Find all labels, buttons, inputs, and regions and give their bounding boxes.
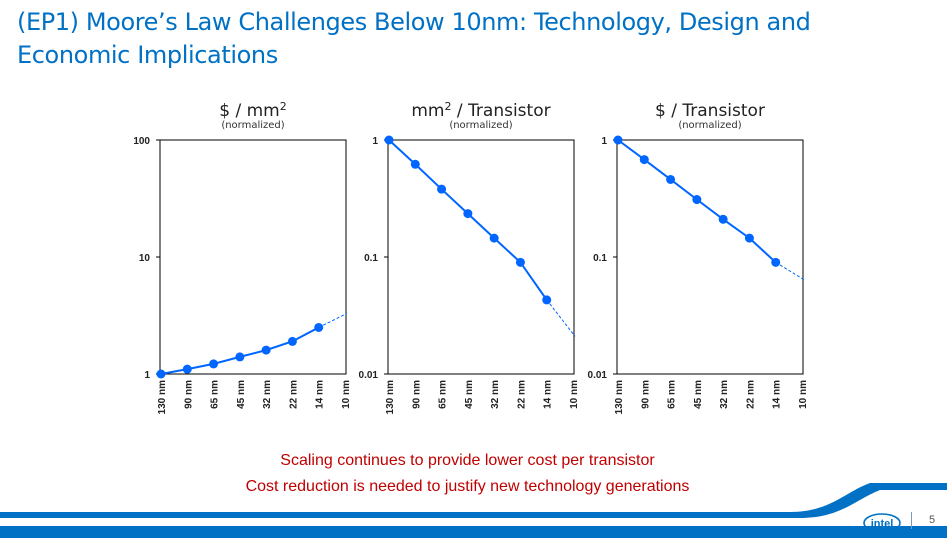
x-tick-label: 65 nm bbox=[210, 380, 221, 409]
x-tick-label: 10 nm bbox=[798, 380, 809, 409]
chart-subtitle: (normalized) bbox=[678, 120, 742, 131]
projection-line bbox=[775, 261, 805, 281]
x-tick-label: 32 nm bbox=[262, 380, 273, 409]
x-tick-label: 45 nm bbox=[693, 380, 704, 409]
x-tick-label: 22 nm bbox=[516, 380, 527, 409]
x-tick-label: 45 nm bbox=[236, 380, 247, 409]
chart-title: mm2 / Transistor bbox=[411, 100, 551, 121]
data-point bbox=[463, 209, 473, 219]
data-point bbox=[437, 184, 447, 194]
footer-bar bbox=[0, 526, 947, 538]
y-tick-label: 0.1 bbox=[593, 253, 607, 264]
chart-title: $ / mm2 bbox=[219, 100, 287, 121]
data-point bbox=[314, 322, 324, 332]
x-tick-label: 90 nm bbox=[640, 380, 651, 409]
y-tick-label: 10 bbox=[139, 253, 151, 264]
x-tick-label: 130 nm bbox=[614, 380, 625, 415]
data-point bbox=[410, 159, 420, 169]
data-point bbox=[235, 352, 245, 362]
chart-svg: 1 10 100 130 nm 90 nm 65 nm 45 nm 32 nm 22 nm 14 … bbox=[133, 136, 352, 415]
chart-subtitle: (normalized) bbox=[449, 120, 513, 131]
data-point bbox=[261, 345, 271, 355]
slide-title: (EP1) Moore’s Law Challenges Below 10nm:… bbox=[17, 8, 811, 69]
plot-frame bbox=[387, 139, 575, 375]
x-tick-label: 22 nm bbox=[288, 380, 299, 409]
x-tick-label: 22 nm bbox=[745, 380, 756, 409]
intel-logo: intel bbox=[863, 513, 901, 533]
data-point bbox=[182, 364, 192, 374]
chart-subtitle: (normalized) bbox=[221, 120, 285, 131]
projection-line bbox=[318, 312, 348, 328]
y-tick-label: 1 bbox=[601, 136, 607, 147]
chart-panel-cost-per-transistor: $ / Transistor (normalized) 0.01 0.1 1 130 … bbox=[588, 95, 809, 425]
x-tick-label: 90 nm bbox=[411, 380, 422, 409]
data-point bbox=[384, 135, 394, 145]
page-number: 5 bbox=[929, 514, 936, 526]
x-tick-label: 14 nm bbox=[315, 380, 326, 409]
x-tick-label: 32 nm bbox=[490, 380, 501, 409]
y-tick-label: 0.01 bbox=[359, 370, 379, 381]
conclusion-line-2: Cost reduction is needed to justify new … bbox=[245, 478, 690, 495]
x-tick-label: 10 nm bbox=[341, 380, 352, 409]
footer-divider bbox=[911, 512, 912, 529]
chart-svg: 0.01 0.1 1 130 nm 90 nm 65 nm 45 nm 32 nm 22 nm 1… bbox=[588, 135, 809, 415]
y-tick-label: 100 bbox=[133, 136, 150, 147]
data-point bbox=[156, 369, 166, 379]
x-tick-label: 32 nm bbox=[719, 380, 730, 409]
conclusion-line-1: Scaling continues to provide lower cost … bbox=[280, 452, 655, 469]
y-tick-label: 0.01 bbox=[588, 370, 608, 381]
x-tick-label: 65 nm bbox=[667, 380, 678, 409]
x-tick-label: 45 nm bbox=[464, 380, 475, 409]
intel-logo-text: intel bbox=[871, 518, 894, 530]
data-point bbox=[515, 257, 525, 267]
x-tick-label: 90 nm bbox=[183, 380, 194, 409]
data-point bbox=[718, 214, 728, 224]
data-point bbox=[639, 155, 649, 165]
data-point bbox=[744, 233, 754, 243]
x-tick-label: 130 nm bbox=[157, 380, 168, 415]
x-tick-label: 10 nm bbox=[569, 380, 580, 409]
x-tick-label: 130 nm bbox=[385, 380, 396, 415]
data-point bbox=[209, 359, 219, 369]
chart-panel-cost-per-area: $ / mm2 (normalized) 1 10 100 130 nm 90 nm 65… bbox=[133, 95, 352, 425]
data-point bbox=[666, 174, 676, 184]
x-tick-label: 65 nm bbox=[438, 380, 449, 409]
chart-panel-area-per-transistor: mm2 / Transistor (normalized) 0.01 0.1 1 13… bbox=[359, 95, 580, 425]
x-tick-label: 14 nm bbox=[543, 380, 554, 409]
data-point bbox=[287, 336, 297, 346]
data-point bbox=[542, 295, 552, 305]
plot-frame bbox=[616, 139, 804, 375]
data-point bbox=[692, 195, 702, 205]
plot-frame bbox=[159, 139, 347, 375]
x-tick-label: 14 nm bbox=[772, 380, 783, 409]
y-tick-label: 1 bbox=[144, 370, 150, 381]
projection-line bbox=[546, 299, 576, 337]
chart-svg: 0.01 0.1 1 130 nm 90 nm 65 nm 45 nm 32 nm 22 nm 1… bbox=[359, 135, 580, 415]
chart-title: $ / Transistor bbox=[655, 101, 765, 121]
data-point bbox=[613, 135, 623, 145]
y-tick-label: 0.1 bbox=[364, 253, 378, 264]
data-point bbox=[771, 257, 781, 267]
y-tick-label: 1 bbox=[372, 136, 378, 147]
data-point bbox=[489, 233, 499, 243]
